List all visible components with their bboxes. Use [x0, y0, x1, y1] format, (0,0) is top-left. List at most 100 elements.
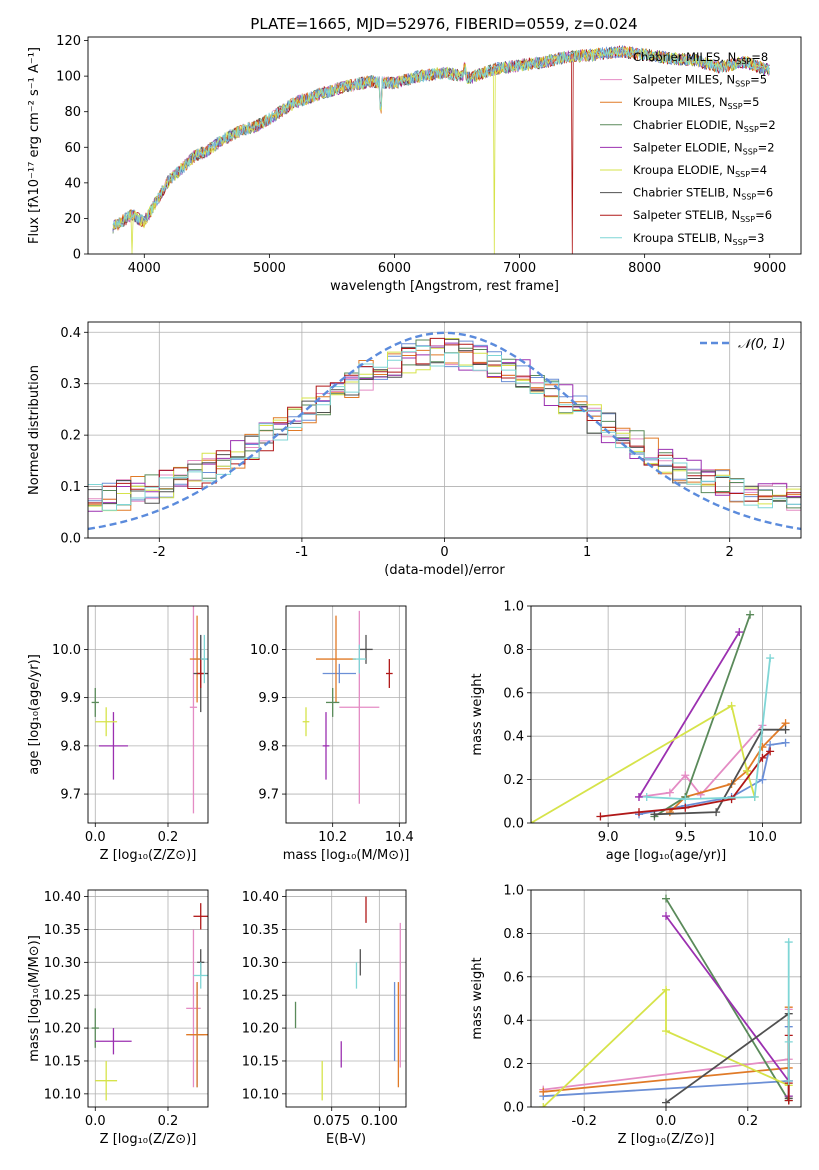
plot-area: [531, 610, 790, 823]
legend-entry-6: Chabrier STELIB, NSSP=6: [633, 186, 773, 202]
legend-sub: SSP: [733, 238, 748, 247]
series-line-3: [653, 614, 751, 818]
x-tick-label: 0.075: [313, 1114, 350, 1129]
series-marker: [766, 654, 775, 663]
y-tick-label: 9.7: [60, 788, 81, 803]
legend-sub: SSP: [728, 102, 743, 111]
series-line-8: [646, 658, 771, 801]
legend-suffix: =8: [751, 50, 768, 64]
y-tick-label: 10.40: [44, 890, 81, 905]
errorbar-4: [95, 1028, 132, 1055]
x-axis-label: age [log₁₀(age/yr)]: [606, 848, 727, 863]
series-line-6: [665, 1011, 790, 1104]
legend-entry-5: Kroupa ELODIE, NSSP=4: [633, 163, 767, 179]
y-tick-label: 0.8: [503, 643, 524, 658]
x-tick-label: 9.5: [675, 830, 696, 845]
series-marker: [758, 775, 767, 784]
y-axis-label: Flux [fλ10⁻¹⁷ erg cm⁻² s⁻¹ A⁻¹]: [27, 47, 42, 244]
y-tick-label: 80: [64, 105, 81, 120]
legend-suffix: =2: [759, 118, 776, 132]
axes-box: [87, 36, 802, 255]
legend: Chabrier MILES, NSSP=8 Salpeter MILES, NS…: [600, 50, 776, 247]
series-marker: [681, 795, 690, 804]
legend-suffix: =6: [755, 208, 772, 222]
series-marker: [784, 1096, 793, 1105]
legend-suffix: =2: [758, 140, 775, 154]
legend-label: Chabrier STELIB, N: [633, 186, 741, 200]
errorbar-3: [91, 687, 99, 717]
legend-sub: SSP: [736, 57, 751, 66]
errorbar-7: [386, 659, 393, 688]
y-tick-label: 100: [56, 70, 81, 85]
y-tick-label: 40: [64, 176, 81, 191]
legend-entry-1: Salpeter MILES, NSSP=5: [633, 73, 767, 89]
series-line-5: [531, 704, 756, 823]
series-marker: [665, 788, 674, 797]
legend-suffix: =6: [756, 186, 773, 200]
y-tick-label: 10.35: [44, 923, 81, 938]
y-tick-label: 0.2: [60, 429, 81, 444]
legend-entry-2: Kroupa MILES, NSSP=5: [633, 95, 759, 111]
errorbar-8: [200, 634, 208, 684]
spectrum-line-8: [112, 47, 770, 228]
panel-age_vs_mass: [286, 606, 406, 823]
axes-box: [285, 605, 407, 824]
series-line-4: [638, 631, 741, 798]
legend-label: Salpeter ELODIE, N: [633, 140, 743, 154]
y-tick-label: 9.9: [258, 691, 279, 706]
x-tick-label: -2: [153, 545, 166, 560]
legend-suffix: =5: [743, 95, 760, 109]
y-tick-label: 10.15: [242, 1054, 279, 1069]
y-tick-label: 0.0: [503, 1101, 524, 1116]
y-tick-label: 10.25: [44, 989, 81, 1004]
errorbar-5: [95, 1060, 118, 1101]
legend-label: Kroupa STELIB, N: [633, 231, 733, 245]
x-tick-label: 0.0: [85, 1114, 106, 1129]
y-tick-label: 10.10: [242, 1087, 279, 1102]
x-tick-label: 6000: [378, 261, 411, 276]
errorbar-5: [302, 707, 310, 737]
x-axis-label: Z [log₁₀(Z/Z⊙)]: [618, 1132, 715, 1147]
errorbar-5: [95, 707, 118, 737]
series-marker: [746, 610, 755, 619]
y-tick-label: 0.4: [60, 326, 81, 341]
series-marker: [635, 808, 643, 817]
x-tick-label: 5000: [253, 261, 286, 276]
axes-box: [87, 605, 209, 824]
y-tick-label: 0.4: [503, 730, 524, 745]
figure-title: PLATE=1665, MJD=52976, FIBERID=0559, z=0…: [250, 15, 637, 33]
y-tick-label: 10.10: [44, 1087, 81, 1102]
legend-entry-0: Chabrier MILES, NSSP=8: [633, 50, 768, 66]
y-tick-label: 1.0: [503, 884, 524, 899]
y-axis-label: mass [log₁₀(M/M⊙)]: [27, 935, 42, 1062]
plot-area: [91, 606, 208, 814]
plot-area: [91, 903, 208, 1101]
series-marker: [735, 628, 744, 637]
legend-sub: SSP: [735, 170, 750, 179]
y-axis-label: mass weight: [470, 957, 485, 1039]
errorbar-4: [322, 712, 330, 780]
legend-entry-3: Chabrier ELODIE, NSSP=2: [633, 118, 776, 134]
axes-frame: 0.0 0.2 9.7 9.8 9.9 10.0 Z [log₁₀(Z/Z⊙)] age [l…: [27, 605, 209, 863]
series-marker: [662, 894, 670, 903]
x-tick-label: 0.2: [737, 1114, 758, 1129]
series-marker: [635, 792, 643, 801]
y-tick-label: 60: [64, 141, 81, 156]
y-tick-label: 10.40: [242, 890, 279, 905]
y-tick-label: 10.15: [44, 1054, 81, 1069]
y-tick-label: 0.0: [60, 532, 81, 547]
legend-sub: SSP: [743, 147, 758, 156]
axes-frame: 9.0 9.5 10.0 0.0 0.2 0.4 0.6 0.8 1.0 age [log₁₀(a…: [470, 600, 802, 863]
spectrum-line-5: [112, 46, 770, 254]
legend-sub: SSP: [744, 125, 759, 134]
x-axis-label: mass [log₁₀(M/M⊙)]: [283, 848, 410, 863]
panel-mass_vs_EBV: [286, 890, 406, 1107]
x-tick-label: 10.4: [385, 830, 414, 845]
plot-area: [88, 331, 801, 531]
series-marker: [712, 808, 721, 817]
x-axis-label: E(B-V): [326, 1132, 366, 1147]
legend-entry-8: Kroupa STELIB, NSSP=3: [633, 231, 764, 247]
y-axis-label: mass weight: [470, 673, 485, 755]
legend-label: Kroupa MILES, N: [633, 95, 728, 109]
errorbar-3: [91, 1008, 99, 1048]
